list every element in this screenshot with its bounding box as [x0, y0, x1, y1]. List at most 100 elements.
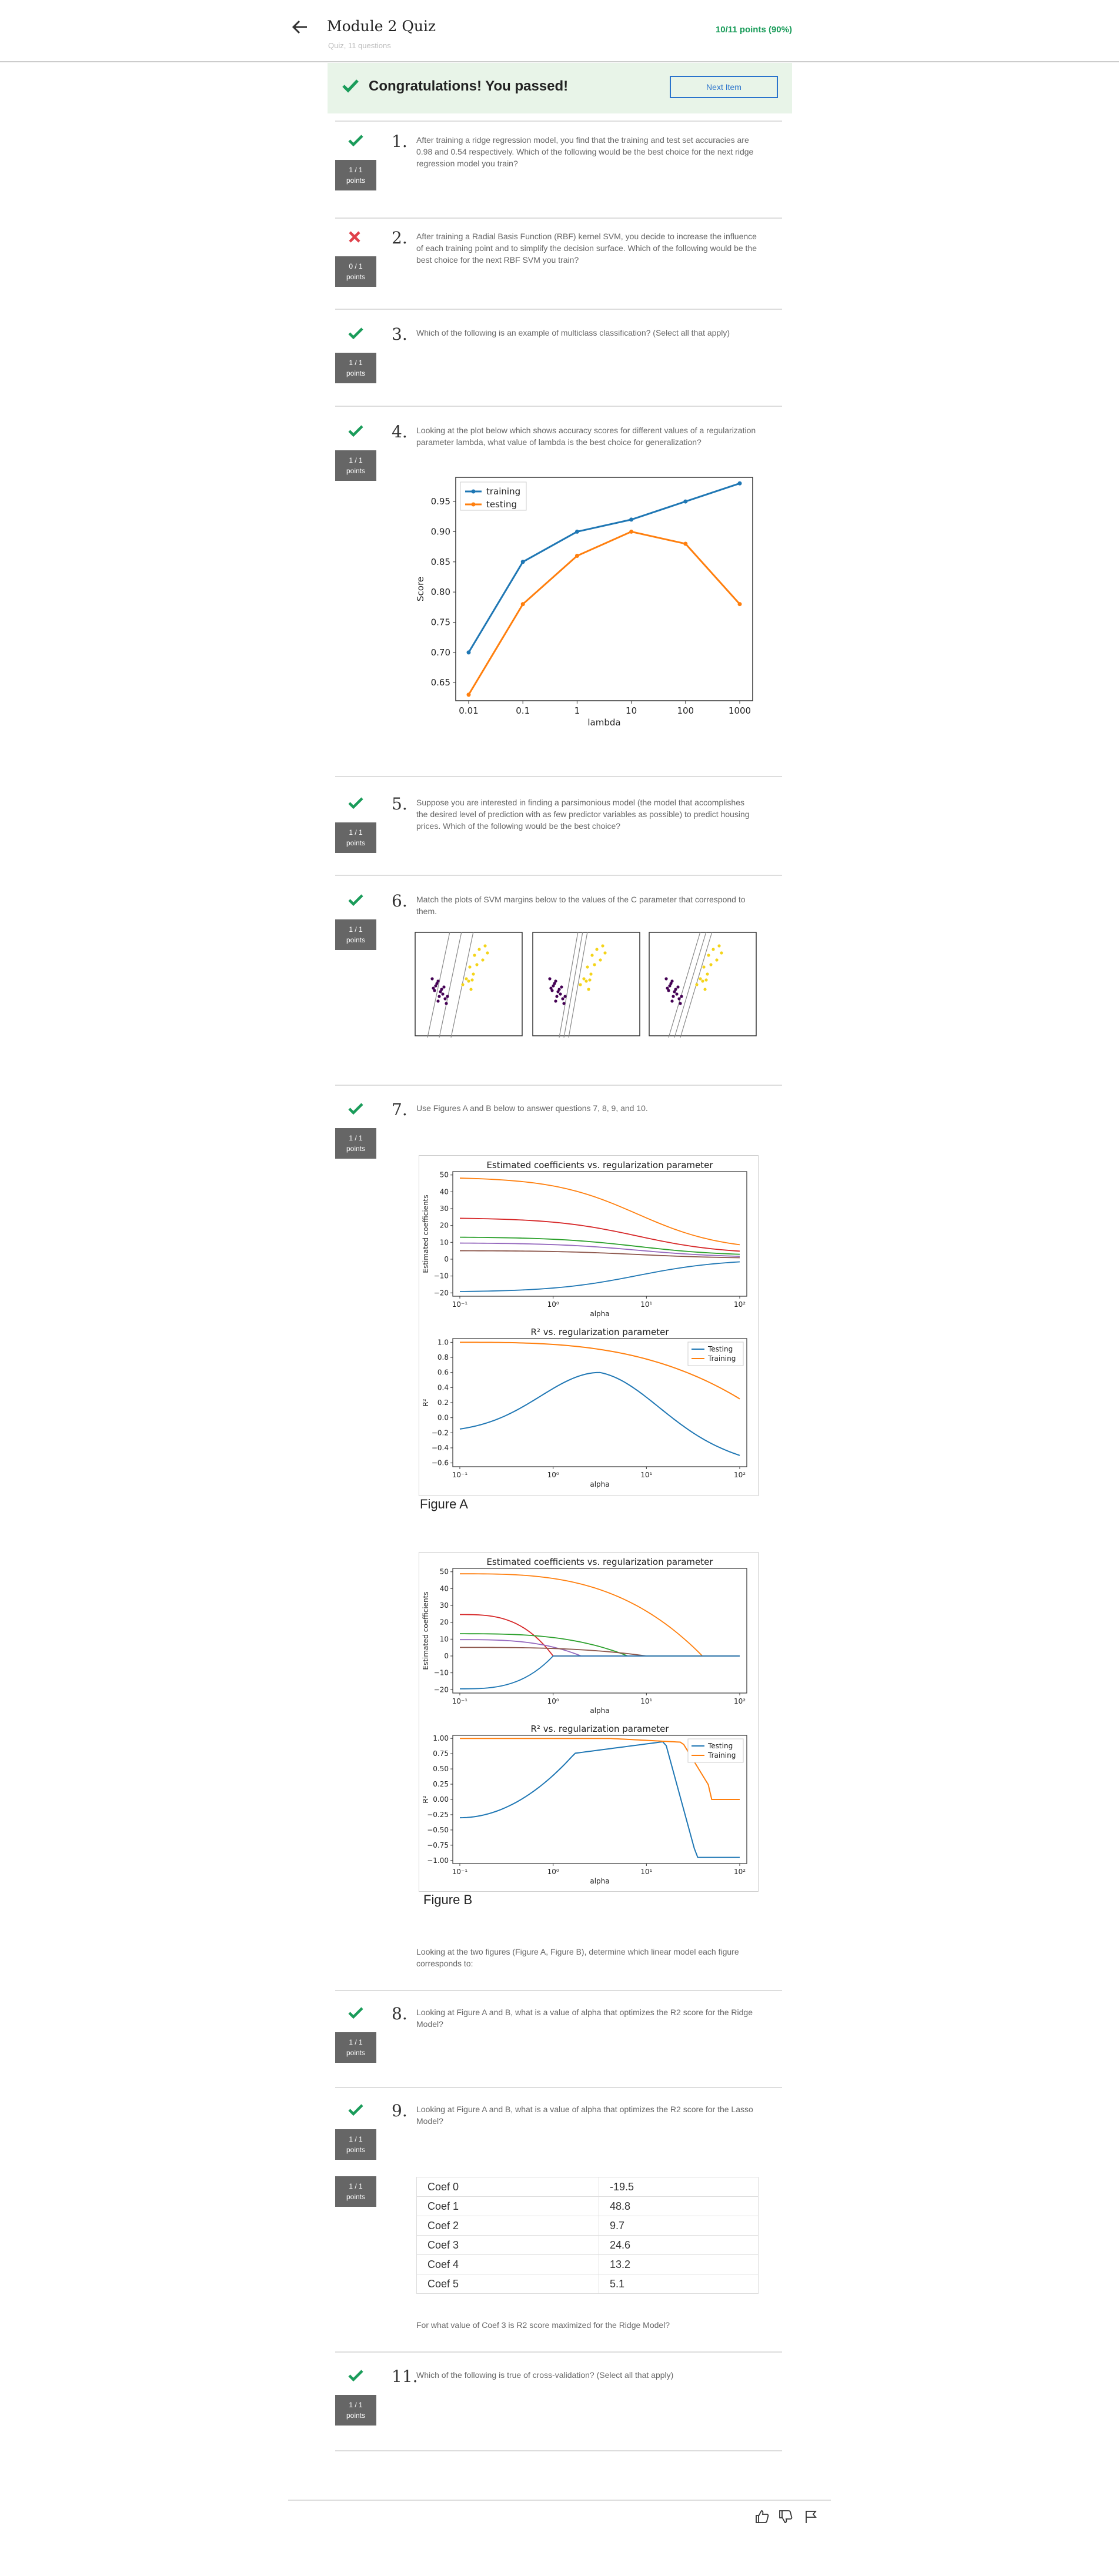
y-tick-label: 0.80 — [431, 587, 450, 597]
testing-line — [459, 1371, 740, 1456]
y-tick-label: 20 — [440, 1222, 449, 1230]
next-item-button[interactable]: Next Item — [670, 76, 778, 98]
y-tick-label: 30 — [440, 1601, 449, 1610]
check-icon — [348, 2104, 363, 2116]
class-a-point — [676, 985, 680, 989]
legend-label: testing — [486, 499, 517, 510]
testing-point — [520, 602, 525, 607]
x-tick-label: 10² — [734, 1471, 746, 1479]
y-tick-label: 10 — [440, 1635, 449, 1643]
back-arrow-icon[interactable] — [292, 19, 308, 35]
margin-line — [439, 932, 462, 1038]
y-tick-label: 0.70 — [431, 647, 450, 658]
points-badge: 1 / 1 points — [335, 353, 376, 383]
margin-line — [427, 932, 450, 1038]
check-icon — [348, 1103, 363, 1115]
svm-plot — [649, 932, 757, 1038]
y-tick-label: 50 — [440, 1568, 449, 1576]
class-a-point — [439, 990, 442, 993]
question-divider — [335, 218, 782, 219]
y-tick-label: −0.2 — [432, 1428, 449, 1437]
class-b-point — [486, 951, 489, 955]
coef-name: Coef 4 — [416, 2254, 599, 2274]
question-text: Which of the following is true of cross-… — [416, 2370, 674, 2380]
y-tick-label: 0.50 — [433, 1765, 449, 1773]
question-divider — [335, 2087, 782, 2088]
training-point — [574, 529, 579, 534]
points-badge: 1 / 1 points — [335, 2129, 376, 2160]
class-b-point — [473, 954, 476, 957]
training-point — [683, 499, 688, 504]
class-a-point — [679, 1002, 682, 1005]
y-axis-label: Estimated coefficients — [422, 1591, 430, 1670]
class-b-point — [587, 988, 590, 991]
class-a-point — [677, 997, 681, 1001]
panel-title: R² vs. regularization parameter — [531, 1724, 670, 1734]
coef-name: Coef 1 — [416, 2196, 599, 2216]
panel-title: Estimated coefficients vs. regularizatio… — [486, 1557, 713, 1567]
flag-icon[interactable] — [803, 2509, 819, 2524]
class-b-point — [599, 958, 602, 962]
svm-plot — [532, 932, 640, 1038]
svm-plot-frame — [415, 932, 523, 1036]
check-icon — [348, 2007, 363, 2019]
y-tick-label: 0.25 — [433, 1780, 449, 1788]
testing-point — [466, 692, 471, 697]
x-tick-label: 0.1 — [516, 705, 530, 716]
check-icon — [348, 2370, 363, 2382]
coef-name: Coef 3 — [416, 2235, 599, 2255]
question-number: 9. — [392, 2101, 407, 2120]
class-b-point — [582, 977, 586, 981]
points-badge: 1 / 1 points — [335, 2395, 376, 2426]
legend-marker — [471, 489, 476, 494]
thumbs-up-icon[interactable] — [754, 2509, 770, 2524]
class-a-point — [550, 989, 554, 992]
class-a-point — [445, 1002, 448, 1005]
y-tick-label: 0.0 — [437, 1414, 449, 1422]
class-b-point — [707, 954, 710, 957]
page-title: Module 2 Quiz — [327, 18, 436, 35]
class-a-point — [442, 985, 446, 989]
x-tick-label: 10¹ — [640, 1300, 652, 1309]
class-b-point — [701, 979, 704, 983]
panel-title: R² vs. regularization parameter — [531, 1327, 670, 1337]
class-a-point — [441, 992, 445, 996]
y-tick-label: 0.85 — [431, 557, 450, 567]
class-b-point — [601, 944, 604, 948]
thumbs-down-icon[interactable] — [778, 2509, 793, 2524]
y-tick-label: −0.75 — [427, 1841, 449, 1849]
x-axis-label: alpha — [590, 1310, 609, 1318]
question-number: 6. — [392, 891, 407, 911]
q7-followup-text: Looking at the two figures (Figure A, Fi… — [416, 1947, 739, 1968]
points-badge: 1 / 1 points — [335, 160, 376, 190]
class-a-point — [446, 995, 449, 998]
class-a-point — [554, 979, 557, 983]
class-a-point — [433, 989, 436, 992]
legend-box — [687, 1738, 744, 1763]
question-divider — [335, 2450, 782, 2451]
footer-divider — [288, 2500, 831, 2501]
question-text: Suppose you are interested in finding a … — [416, 798, 750, 831]
x-tick-label: 10² — [734, 1868, 746, 1876]
coef-value: 9.7 — [599, 2216, 759, 2236]
y-axis-label: Score — [415, 577, 426, 601]
testing-point — [629, 529, 634, 534]
y-tick-label: −10 — [434, 1669, 449, 1677]
panel-title: Estimated coefficients vs. regularizatio… — [486, 1160, 713, 1170]
class-b-point — [590, 954, 594, 957]
coef-line — [459, 1250, 740, 1259]
class-a-point — [554, 999, 557, 1003]
testing-line — [467, 530, 741, 695]
question-text: Match the plots of SVM margins below to … — [416, 895, 746, 916]
class-a-point — [664, 977, 668, 981]
q10-text: For what value of Coef 3 is R2 score max… — [416, 2320, 670, 2330]
points-badge: 0 / 1 points — [335, 256, 376, 287]
class-a-point — [556, 990, 560, 993]
class-b-point — [588, 978, 592, 982]
coef-line — [459, 1177, 740, 1246]
y-tick-label: 0.95 — [431, 496, 450, 507]
legend-box — [687, 1341, 744, 1366]
class-a-point — [436, 999, 440, 1003]
class-a-point — [680, 995, 683, 998]
y-tick-label: 0.65 — [431, 677, 450, 688]
